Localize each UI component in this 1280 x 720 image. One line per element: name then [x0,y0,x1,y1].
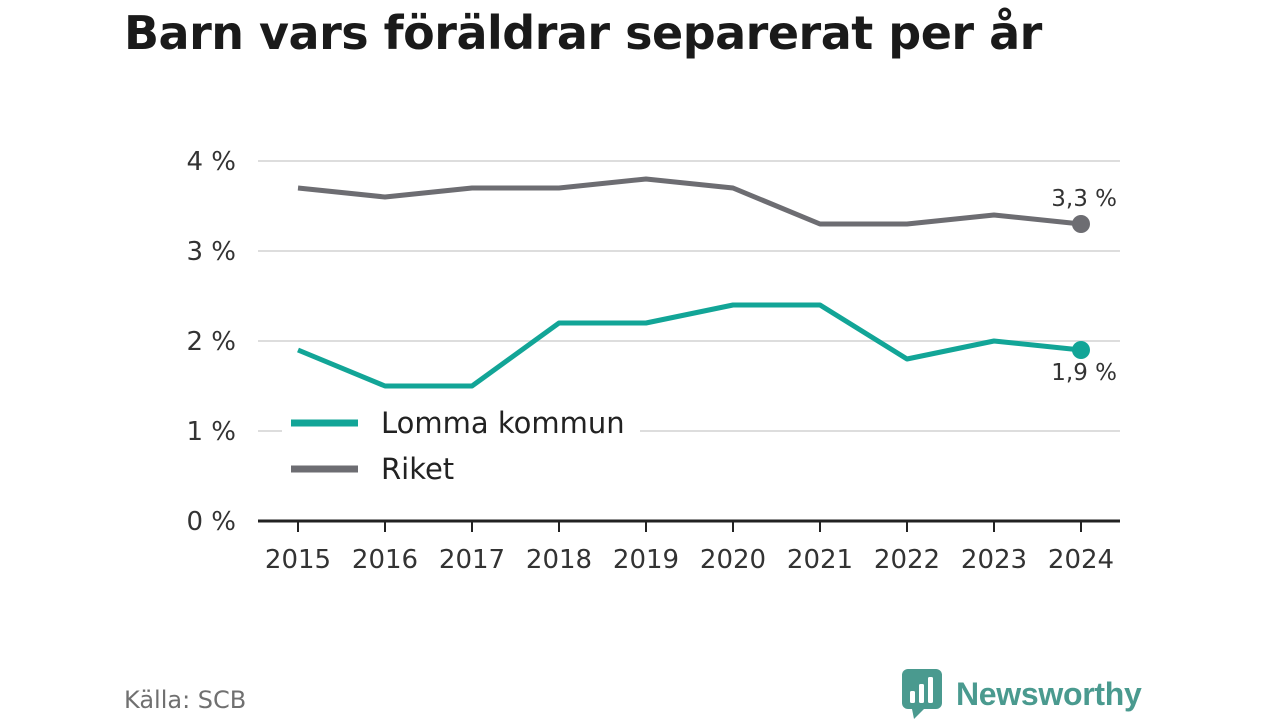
line-chart: 0 % 1 % 2 % 3 % 4 % 2015 2016 2017 2018 2019 2020… [186,147,1120,575]
y-tick-label: 0 % [186,507,236,537]
series-group: 1,9 % 3,3 % [297,176,1117,389]
y-tick-label: 2 % [186,327,236,357]
x-axis-labels: 2015 2016 2017 2018 2019 2020 2021 2022 2023 2024 [265,545,1114,575]
x-tick-label: 2022 [874,545,940,575]
end-point-lomma-kommun [1072,341,1090,359]
x-axis-ticks [297,521,1082,532]
x-tick-label: 2017 [439,545,505,575]
legend-label-riket: Riket [381,452,454,486]
x-tick-label: 2021 [787,545,853,575]
y-tick-label: 3 % [186,237,236,267]
x-tick-label: 2024 [1048,545,1114,575]
y-tick-label: 1 % [186,417,236,447]
legend: Lomma kommun Riket [282,398,640,494]
legend-background [282,398,640,494]
bar-chart-speech-bubble-icon [902,669,942,719]
end-label-riket: 3,3 % [1051,186,1117,212]
chart-title: Barn vars föräldrar separerat per år [124,6,1042,60]
x-tick-label: 2023 [961,545,1027,575]
series-line-riket [297,176,1082,227]
x-tick-label: 2016 [352,545,418,575]
legend-label-lomma-kommun: Lomma kommun [381,406,625,440]
brand-name: Newsworthy [956,675,1142,712]
x-tick-label: 2018 [526,545,592,575]
end-point-riket [1072,215,1090,233]
series-line-lomma-kommun [297,302,1082,389]
x-tick-label: 2019 [613,545,679,575]
x-tick-label: 2020 [700,545,766,575]
y-tick-label: 4 % [186,147,236,177]
end-label-lomma-kommun: 1,9 % [1051,360,1117,386]
y-axis-labels: 0 % 1 % 2 % 3 % 4 % [186,147,236,537]
brand-logo: Newsworthy [902,668,1142,720]
x-tick-label: 2015 [265,545,331,575]
source-note: Källa: SCB [124,686,247,714]
grid-lines [258,160,1120,432]
